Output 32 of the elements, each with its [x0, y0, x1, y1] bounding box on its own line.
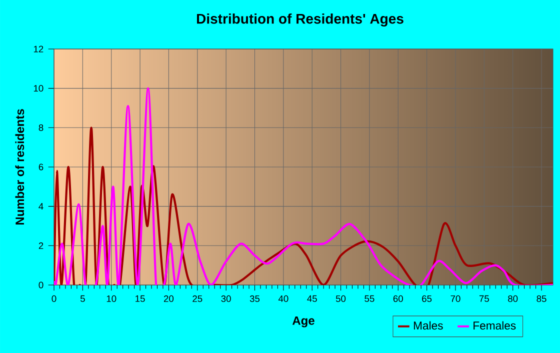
x-tick-label: 30	[221, 295, 231, 302]
x-tick-label: 45	[307, 295, 317, 302]
legend-label: Males	[414, 321, 443, 330]
x-tick-label: 40	[278, 295, 288, 302]
x-tick-label: 25	[192, 295, 202, 302]
x-tick-label: 50	[336, 295, 346, 302]
x-tick-label: 15	[136, 295, 145, 302]
y-tick-label: 4	[38, 203, 44, 210]
x-axis-title: Age	[292, 316, 314, 328]
y-tick-label: 8	[38, 124, 44, 131]
y-tick-label: 2	[38, 242, 44, 249]
line-series	[54, 126, 553, 285]
y-tick-label: 12	[34, 46, 44, 52]
x-tick-label: 5	[80, 295, 85, 302]
x-tick-label: 60	[393, 295, 403, 302]
x-tick-label: 10	[106, 295, 116, 302]
y-axis-title: Number of residents	[15, 109, 24, 225]
chart-title: Distribution of Residents' Ages	[196, 13, 404, 27]
x-tick-label: 85	[536, 295, 546, 302]
x-tick-label: 55	[364, 295, 374, 302]
y-tick-label: 10	[34, 85, 44, 92]
y-tick-label: 0	[38, 282, 44, 288]
legend-label: Females	[474, 321, 516, 330]
x-tick-label: 70	[450, 295, 460, 302]
line-series	[54, 87, 553, 285]
x-tick-label: 80	[508, 295, 518, 302]
x-tick-label: 75	[479, 295, 489, 302]
x-tick-label: 65	[422, 295, 432, 302]
x-tick-label: 35	[250, 295, 260, 302]
x-tick-label: 0	[52, 295, 56, 302]
x-tick-label: 20	[164, 295, 174, 302]
y-tick-label: 6	[38, 164, 44, 170]
